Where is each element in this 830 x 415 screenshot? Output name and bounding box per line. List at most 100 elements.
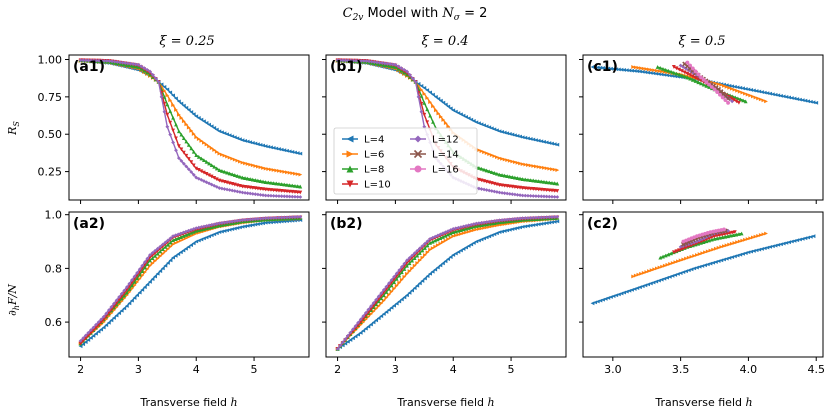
- data-point: [194, 226, 199, 231]
- data-point: [792, 96, 797, 101]
- data-point: [461, 224, 466, 229]
- data-point: [407, 256, 412, 260]
- data-point: [534, 138, 538, 142]
- data-point: [78, 341, 83, 346]
- data-point: [104, 59, 109, 63]
- data-point: [230, 172, 235, 177]
- data-point: [240, 138, 245, 143]
- data-point: [381, 312, 386, 316]
- data-point: [119, 296, 124, 301]
- data-point: [694, 265, 699, 270]
- data-point: [662, 263, 667, 268]
- data-point: [168, 120, 173, 125]
- data-point: [399, 277, 404, 282]
- data-point: [351, 58, 356, 63]
- legend-entry: L=4: [342, 135, 384, 146]
- data-point: [293, 171, 297, 176]
- data-point: [413, 80, 418, 84]
- data-point: [680, 69, 684, 73]
- data-point: [510, 184, 515, 189]
- data-point: [552, 219, 557, 224]
- data-point: [194, 166, 199, 171]
- data-point: [207, 122, 211, 127]
- data-point: [456, 111, 461, 115]
- data-point: [145, 267, 150, 271]
- legend-marker: [346, 135, 354, 143]
- data-point: [382, 61, 387, 66]
- data-point: [243, 138, 247, 143]
- data-point: [353, 324, 358, 328]
- data-point: [261, 216, 265, 221]
- data-point: [184, 105, 189, 110]
- svg-text:L=4: L=4: [364, 135, 384, 146]
- data-point: [500, 130, 504, 134]
- legend-entry: L=8: [342, 165, 384, 176]
- data-point: [119, 308, 124, 313]
- data-point: [245, 223, 250, 228]
- data-point: [428, 113, 432, 118]
- data-point: [356, 320, 361, 325]
- legend-marker: [346, 180, 354, 188]
- data-point: [722, 244, 726, 249]
- data-point: [732, 84, 737, 89]
- data-point: [416, 82, 421, 86]
- data-point: [191, 149, 196, 154]
- data-point: [531, 178, 536, 183]
- data-point: [258, 179, 263, 183]
- data-point: [186, 143, 191, 147]
- data-point: [489, 153, 494, 158]
- data-point: [381, 293, 386, 298]
- data-point: [735, 85, 740, 90]
- data-point: [127, 301, 132, 306]
- data-point: [502, 191, 507, 196]
- data-point: [464, 115, 468, 119]
- data-point: [135, 293, 140, 298]
- data-point: [415, 253, 420, 258]
- data-point: [520, 224, 525, 229]
- data-point: [384, 290, 389, 294]
- data-point: [88, 336, 93, 340]
- data-point: [609, 66, 613, 71]
- data-point: [603, 66, 608, 71]
- data-point: [648, 71, 653, 75]
- plot-area: [590, 60, 819, 105]
- data-point: [269, 180, 273, 185]
- data-point: [539, 165, 544, 170]
- data-point: [510, 159, 515, 164]
- data-point: [399, 66, 404, 70]
- data-point: [665, 73, 669, 78]
- data-point: [227, 155, 232, 160]
- data-point: [459, 225, 463, 230]
- data-point: [482, 167, 486, 172]
- data-point: [287, 215, 292, 220]
- data-point: [520, 186, 525, 190]
- data-point: [94, 58, 99, 63]
- data-point: [422, 100, 427, 105]
- data-point: [507, 227, 512, 232]
- data-point: [428, 271, 432, 276]
- data-point: [402, 67, 406, 72]
- data-point: [285, 215, 289, 220]
- data-point: [716, 245, 721, 250]
- data-point: [369, 59, 374, 64]
- data-point: [461, 231, 466, 236]
- data-point: [214, 127, 219, 132]
- data-point: [469, 222, 474, 227]
- data-point: [438, 236, 443, 241]
- data-point: [397, 268, 402, 273]
- data-point: [171, 115, 175, 120]
- series-l-6: [631, 65, 768, 104]
- y-tick-label: 1.0: [45, 209, 63, 222]
- data-point: [654, 71, 659, 76]
- data-point: [515, 226, 520, 230]
- data-point: [243, 161, 247, 166]
- data-point: [298, 190, 303, 195]
- data-point: [191, 227, 196, 231]
- data-point: [189, 146, 194, 151]
- x-tick-label: 2: [77, 363, 84, 376]
- data-point: [261, 166, 265, 170]
- data-point: [171, 140, 175, 145]
- data-point: [536, 179, 541, 184]
- data-point: [274, 168, 279, 173]
